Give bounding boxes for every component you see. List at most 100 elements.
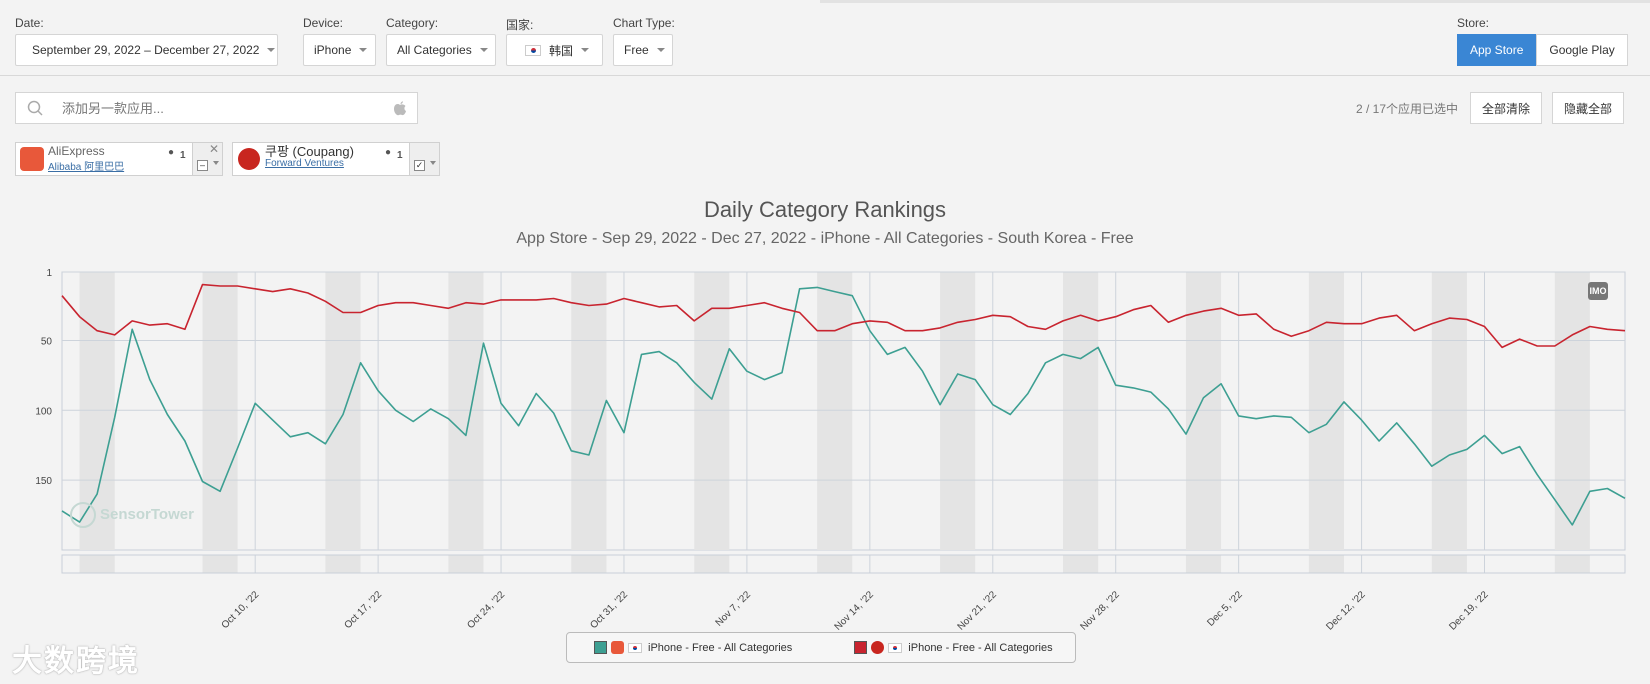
chip-controls: ✓ <box>409 143 439 175</box>
search-icon <box>27 100 43 116</box>
store-filter: Store: <box>1457 16 1489 32</box>
country-dropdown[interactable]: 韩国 <box>506 34 603 66</box>
series-line-aliexpress <box>61 286 1626 526</box>
app-chip-coupang[interactable]: 쿠팡 (Coupang) Forward Ventures ● 1 ✓ <box>232 142 440 176</box>
y-tick-label: 150 <box>35 476 52 487</box>
clear-all-button[interactable]: 全部清除 <box>1470 92 1543 124</box>
top-divider <box>820 0 1650 3</box>
navigator-weekend-band <box>940 555 976 573</box>
legend-item-coupang[interactable]: iPhone - Free - All Categories <box>854 641 1053 654</box>
weekend-band <box>571 272 607 550</box>
aliexpress-logo-icon <box>20 147 44 171</box>
weekend-band <box>1431 272 1467 550</box>
brand-watermark: 大数跨境 <box>12 645 140 678</box>
weekend-band <box>940 272 976 550</box>
x-tick-label: Dec 12, '22 <box>1324 589 1368 633</box>
weekend-band <box>448 272 484 550</box>
app-chip-aliexpress[interactable]: AliExpress Alibaba 阿里巴巴 ● 1 ✕ – <box>15 142 223 176</box>
add-app-search <box>15 92 418 124</box>
x-tick-label: Nov 7, '22 <box>714 589 754 629</box>
navigator-weekend-band <box>1554 555 1590 573</box>
date-label: Date: <box>15 16 44 30</box>
search-input[interactable] <box>62 100 382 116</box>
chart-title: Daily Category Rankings <box>703 197 947 222</box>
navigator-weekend-band <box>1063 555 1099 573</box>
chevron-down-icon <box>479 48 488 52</box>
app-name: AliExpress <box>48 144 105 158</box>
y-tick-label: 50 <box>41 336 53 347</box>
coupang-logo-icon <box>237 147 261 171</box>
close-icon[interactable]: ✕ <box>208 142 219 156</box>
x-tick-label: Dec 5, '22 <box>1205 589 1245 629</box>
country-value: 韩国 <box>549 43 574 58</box>
x-tick-label: Nov 28, '22 <box>1078 589 1122 633</box>
navigator-weekend-band <box>325 555 361 573</box>
navigator-weekend-band <box>79 555 115 573</box>
charttype-label: Chart Type: <box>613 16 675 30</box>
weekend-band <box>202 272 238 550</box>
legend-label: iPhone - Free - All Categories <box>648 641 793 654</box>
south-korea-flag-icon <box>525 44 541 56</box>
navigator-weekend-band <box>448 555 484 573</box>
device-value: iPhone <box>314 43 352 57</box>
rank-badge: 1 <box>180 150 186 161</box>
weekend-band <box>1063 272 1099 550</box>
south-korea-flag-icon <box>628 642 642 653</box>
category-label: Category: <box>386 16 439 30</box>
charttype-filter: Chart Type: Free <box>613 16 675 66</box>
x-tick-label: Nov 21, '22 <box>956 589 1000 633</box>
app-publisher-link[interactable]: Forward Ventures <box>265 158 344 169</box>
country-label: 国家: <box>506 18 534 32</box>
chevron-down-icon <box>267 48 276 52</box>
y-tick-label: 100 <box>35 406 52 417</box>
charttype-value: Free <box>624 43 649 57</box>
chevron-down-icon[interactable] <box>430 161 436 165</box>
filter-bar: Date: September 29, 2022 – December 27, … <box>0 0 1650 76</box>
rank-badge: 1 <box>397 150 403 161</box>
sensortower-watermark: SensorTower <box>70 502 194 528</box>
device-label: Device: <box>303 16 344 30</box>
navigator-weekend-band <box>694 555 730 573</box>
google-play-button[interactable]: Google Play <box>1536 34 1628 66</box>
country-filter: 国家: 韩国 <box>506 16 603 66</box>
x-tick-label: Nov 14, '22 <box>833 589 877 633</box>
navigator-weekend-band <box>1308 555 1345 573</box>
y-tick-label: 1 <box>46 268 52 279</box>
chip-checkbox[interactable]: – <box>197 160 208 171</box>
navigator-weekend-band <box>571 555 607 573</box>
navigator <box>61 554 1626 574</box>
x-tick-label: Oct 31, '22 <box>588 589 630 631</box>
charttype-dropdown[interactable]: Free <box>613 34 673 66</box>
navigator-weekend-band <box>1431 555 1467 573</box>
apple-icon: ● <box>168 147 175 158</box>
chart-subtitle: App Store - Sep 29, 2022 - Dec 27, 2022 … <box>516 230 1134 247</box>
chip-checkbox[interactable]: ✓ <box>414 160 425 171</box>
coupang-logo-icon <box>871 641 885 654</box>
x-tick-label: Oct 24, '22 <box>465 589 507 631</box>
category-dropdown[interactable]: All Categories <box>386 34 496 66</box>
south-korea-flag-icon <box>888 642 903 653</box>
store-toggle: App Store Google Play <box>1457 34 1628 66</box>
x-tick-label: Dec 19, '22 <box>1447 589 1491 633</box>
app-publisher-link[interactable]: Alibaba 阿里巴巴 <box>48 162 125 173</box>
app-store-button[interactable]: App Store <box>1457 34 1537 66</box>
store-label: Store: <box>1457 16 1490 30</box>
device-dropdown[interactable]: iPhone <box>303 34 376 66</box>
legend-item-aliexpress[interactable]: iPhone - Free - All Categories <box>594 641 792 654</box>
chevron-down-icon <box>656 48 665 52</box>
date-range-dropdown[interactable]: September 29, 2022 – December 27, 2022 <box>15 34 278 66</box>
selected-count: 2 / 17个应用已选中 <box>1356 102 1459 116</box>
apple-icon: ● <box>385 147 392 158</box>
chart-legend: iPhone - Free - All Categories iPhone - … <box>566 632 1076 663</box>
chevron-down-icon[interactable] <box>213 161 219 165</box>
weekend-band <box>1308 272 1345 550</box>
weekend-band <box>694 272 730 550</box>
x-tick-label: Oct 10, '22 <box>220 589 262 631</box>
weekend-band <box>1185 272 1222 550</box>
x-tick-label: Oct 17, '22 <box>342 589 384 631</box>
legend-swatch <box>854 641 868 654</box>
chevron-down-icon <box>359 48 368 52</box>
legend-label: iPhone - Free - All Categories <box>908 641 1053 654</box>
hide-all-button[interactable]: 隐藏全部 <box>1552 92 1625 124</box>
